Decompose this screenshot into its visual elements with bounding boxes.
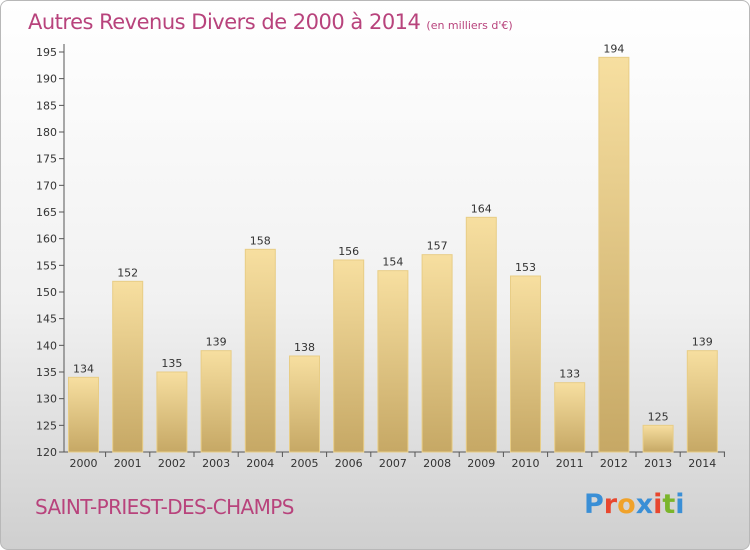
x-tick-label-2003: 2003 [202,457,230,470]
x-tick-label-2012: 2012 [600,457,628,470]
value-label-2006: 156 [338,245,359,258]
bar-2011 [554,382,586,453]
logo-letter: P [584,489,604,520]
logo-letter: i [675,489,685,520]
value-label-2000: 134 [73,362,94,375]
x-tick-label-2010: 2010 [512,457,540,470]
chart-axes: 120 125 130 135 140 145 150 155 160 165 170 175 180 1… [36,44,725,470]
y-tick-label: 135 [36,366,57,379]
logo-letter: x [635,489,654,520]
value-label-2001: 152 [117,266,138,279]
bar-2009 [465,216,497,453]
y-tick-label: 175 [36,153,57,166]
y-tick-label: 190 [36,73,57,86]
x-tick-label-2009: 2009 [467,457,495,470]
y-tick-label: 180 [36,126,57,139]
bar-2003 [200,350,232,453]
y-tick-label: 170 [36,179,57,192]
x-tick-label-2005: 2005 [291,457,319,470]
y-tick-label: 125 [36,419,57,432]
x-tick-label-2006: 2006 [335,457,363,470]
x-tick-label-2013: 2013 [644,457,672,470]
value-label-2009: 164 [471,202,492,215]
bar-2007 [377,270,409,453]
bar-2001 [112,280,144,453]
logo-letter: i [653,489,663,520]
y-tick-label: 195 [36,46,57,59]
logo-letter: o [617,489,636,520]
bar-2000 [68,376,99,453]
bar-2006 [333,259,365,453]
y-tick-label: 165 [36,206,57,219]
proxiti-logo: Proxiti [584,489,685,520]
bar-2005 [289,355,320,453]
y-tick-label: 185 [36,99,57,112]
chart-title-text: Autres Revenus Divers de 2000 à 2014 [28,10,421,34]
bar-2002 [156,371,188,453]
y-tick-label: 155 [36,259,57,272]
x-tick-label-2014: 2014 [688,457,716,470]
bar-2012 [598,56,630,453]
y-tick-label: 140 [36,339,57,352]
y-tick-label: 145 [36,313,57,326]
chart-title: Autres Revenus Divers de 2000 à 2014 (en … [28,10,513,34]
bar-2008 [421,254,453,453]
x-tick-label-2008: 2008 [423,457,451,470]
x-tick-label-2000: 2000 [70,457,98,470]
chart-value-labels: 134 152 135 139 158 138 156 154 157 164 153 133 194 1… [73,42,713,423]
logo-letter: t [662,489,676,520]
value-label-2004: 158 [250,234,271,247]
logo-letter: r [603,489,618,520]
commune-name: SAINT-PRIEST-DES-CHAMPS [35,495,294,519]
chart-bars [68,56,718,453]
value-label-2010: 153 [515,261,536,274]
chart-unit: (en milliers d'€) [426,19,513,32]
value-label-2014: 139 [692,336,713,349]
bar-2004 [244,248,276,453]
value-label-2007: 154 [382,256,403,269]
bar-2014 [686,350,718,453]
x-tick-label-2007: 2007 [379,457,407,470]
value-label-2002: 135 [161,357,182,370]
y-tick-label: 120 [36,446,57,459]
value-label-2011: 133 [559,368,580,381]
bar-2013 [642,424,674,453]
x-tick-label-2001: 2001 [114,457,142,470]
value-label-2003: 139 [206,336,227,349]
x-tick-label-2002: 2002 [158,457,186,470]
x-tick-label-2011: 2011 [556,457,584,470]
y-tick-label: 130 [36,393,57,406]
y-tick-label: 160 [36,233,57,246]
y-tick-label: 150 [36,286,57,299]
bar-2010 [510,275,541,453]
value-label-2005: 138 [294,341,315,354]
value-label-2008: 157 [427,240,448,253]
x-tick-label-2004: 2004 [246,457,274,470]
value-label-2012: 194 [603,42,624,55]
value-label-2013: 125 [648,410,669,423]
